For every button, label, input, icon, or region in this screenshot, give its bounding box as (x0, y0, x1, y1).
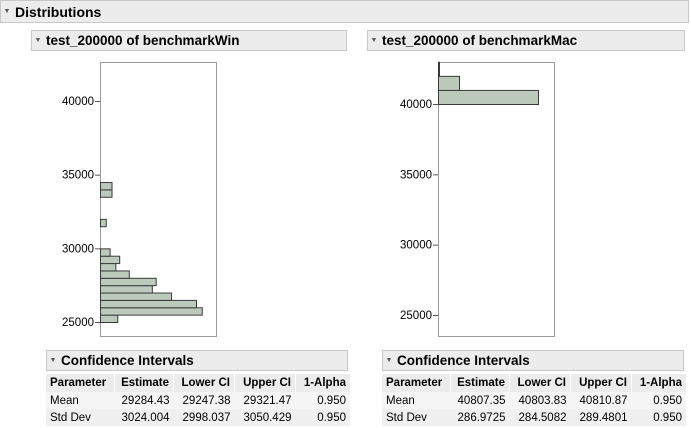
ci-cell: 289.4801 (570, 409, 632, 426)
ci-col-header: Parameter (382, 374, 451, 392)
histogram-bar (438, 75, 460, 91)
ci-table-benchmark-win: Parameter Estimate Lower CI Upper CI 1-A… (46, 374, 350, 426)
ci-cell: 40807.35 (450, 392, 510, 409)
y-tick-label: 40000 (62, 96, 94, 108)
ci-cell: Std Dev (382, 409, 451, 426)
ci-col-header: Parameter (46, 374, 115, 392)
ci-col-header: Lower CI (173, 374, 235, 392)
ci-cell: 3050.429 (234, 409, 296, 426)
ci-title: Confidence Intervals (61, 353, 194, 368)
ci-cell: 286.9725 (450, 409, 510, 426)
ci-cell: 40803.83 (509, 392, 571, 409)
table-row: Mean 29284.43 29247.38 29321.47 0.950 (46, 392, 350, 409)
histogram-bar (100, 182, 113, 191)
ci-col-header: Estimate (450, 374, 510, 392)
ci-col-header: 1-Alpha (295, 374, 350, 392)
disclosure-triangle-icon[interactable]: ▼ (370, 37, 378, 44)
panel-title: test_200000 of benchmarkMac (382, 33, 578, 48)
plot-frame (438, 62, 555, 337)
disclosure-triangle-icon[interactable]: ▼ (49, 357, 57, 364)
distributions-outline-header[interactable]: ▼ Distributions (0, 0, 689, 23)
ci-header-benchmark-win[interactable]: ▼ Confidence Intervals (46, 350, 348, 371)
ci-cell: 40810.87 (570, 392, 632, 409)
y-tick-label: 30000 (62, 243, 94, 255)
histogram-bar (438, 89, 539, 106)
y-tick-label: 30000 (400, 240, 432, 252)
ci-header-row: Parameter Estimate Lower CI Upper CI 1-A… (46, 374, 350, 392)
ci-cell: 29284.43 (114, 392, 174, 409)
y-tick-label: 35000 (62, 170, 94, 182)
histogram-bar (438, 61, 440, 77)
ci-cell: 29321.47 (234, 392, 296, 409)
ci-col-header: Lower CI (509, 374, 571, 392)
ci-cell: 3024.004 (114, 409, 174, 426)
ci-cell: 0.950 (295, 409, 350, 426)
disclosure-triangle-icon[interactable]: ▼ (34, 37, 42, 44)
ci-header-benchmark-mac[interactable]: ▼ Confidence Intervals (382, 350, 684, 371)
ci-cell: 29247.38 (173, 392, 235, 409)
y-tick-label: 35000 (400, 169, 432, 181)
table-row: Std Dev 3024.004 2998.037 3050.429 0.950 (46, 409, 350, 426)
ci-cell: 284.5082 (509, 409, 571, 426)
ci-col-header: 1-Alpha (631, 374, 686, 392)
histogram-bar (100, 248, 111, 257)
ci-cell: Mean (46, 392, 115, 409)
ci-cell: 0.950 (631, 409, 686, 426)
y-tick-label: 25000 (400, 310, 432, 322)
ci-cell: Std Dev (46, 409, 115, 426)
table-row: Std Dev 286.9725 284.5082 289.4801 0.950 (382, 409, 686, 426)
panel-header-benchmark-mac[interactable]: ▼ test_200000 of benchmarkMac (367, 30, 685, 51)
y-tick-label: 40000 (400, 99, 432, 111)
ci-col-header: Upper CI (234, 374, 296, 392)
outline-title: Distributions (15, 3, 102, 20)
ci-cell: Mean (382, 392, 451, 409)
disclosure-triangle-icon[interactable]: ▼ (3, 8, 11, 15)
ci-cell: 0.950 (295, 392, 350, 409)
ci-title: Confidence Intervals (397, 353, 530, 368)
ci-table-benchmark-mac: Parameter Estimate Lower CI Upper CI 1-A… (382, 374, 686, 426)
ci-header-row: Parameter Estimate Lower CI Upper CI 1-A… (382, 374, 686, 392)
panel-header-benchmark-win[interactable]: ▼ test_200000 of benchmarkWin (31, 30, 347, 51)
ci-col-header: Upper CI (570, 374, 632, 392)
ci-col-header: Estimate (114, 374, 174, 392)
y-tick-label: 25000 (62, 317, 94, 329)
panel-title: test_200000 of benchmarkWin (46, 33, 240, 48)
table-row: Mean 40807.35 40803.83 40810.87 0.950 (382, 392, 686, 409)
disclosure-triangle-icon[interactable]: ▼ (385, 357, 393, 364)
ci-cell: 2998.037 (173, 409, 235, 426)
ci-cell: 0.950 (631, 392, 686, 409)
histogram-bar (100, 218, 107, 228)
